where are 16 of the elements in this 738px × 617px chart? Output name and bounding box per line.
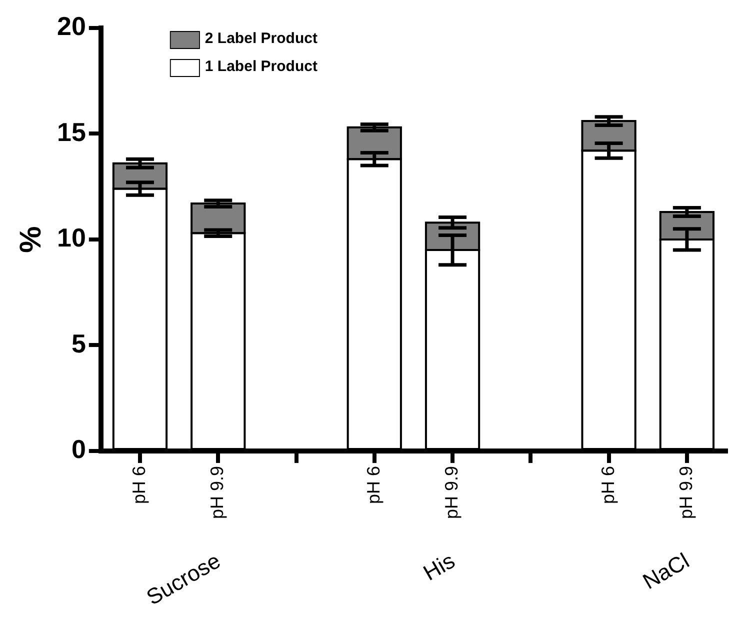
- y-tick-label: 5: [71, 328, 86, 358]
- y-tick-label: 10: [57, 222, 86, 253]
- y-tick-label: 20: [57, 11, 86, 42]
- x-tick-label: pH 6: [363, 466, 384, 504]
- text: NaCl: [638, 548, 694, 594]
- x-tick-label: pH 6: [128, 466, 149, 504]
- y-tick-label: 0: [71, 434, 86, 464]
- text: His: [418, 548, 459, 586]
- x-tick-label: pH 9.9: [207, 466, 228, 520]
- x-tick-label: pH 9.9: [676, 466, 696, 520]
- legend-label: 1 Label Product: [204, 58, 318, 76]
- legend-label: 2 Label Product: [204, 30, 318, 48]
- x-tick-label: pH 6: [598, 466, 618, 504]
- y-axis-title: %: [14, 226, 48, 253]
- y-tick-label: 15: [57, 116, 86, 147]
- x-tick-label: pH 9.9: [441, 466, 462, 520]
